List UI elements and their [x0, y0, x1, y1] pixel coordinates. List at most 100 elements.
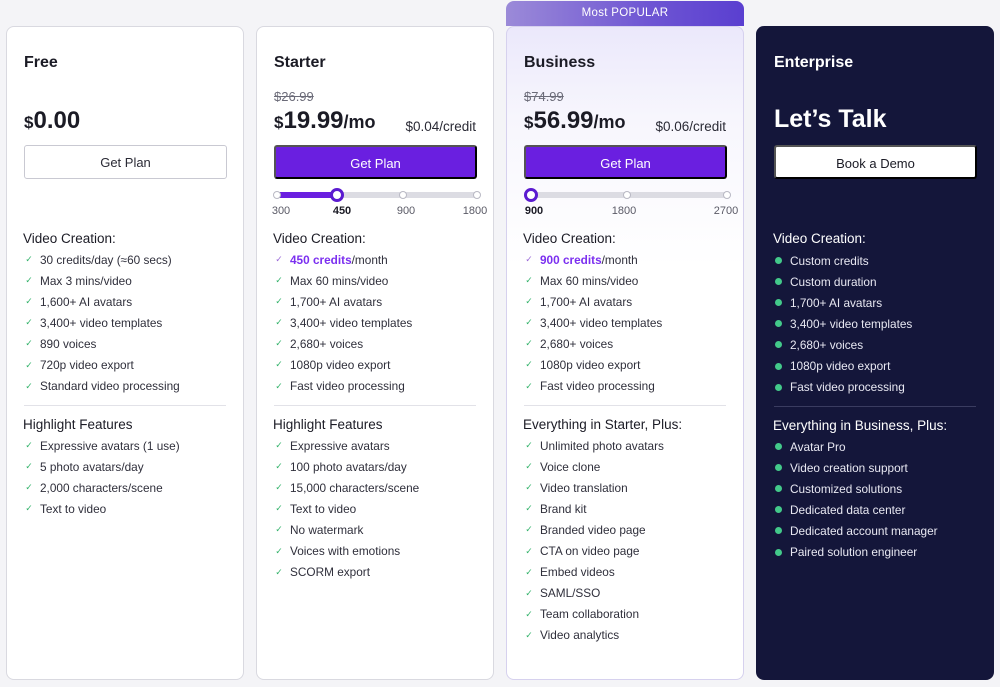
section-title: Highlight Features — [273, 417, 383, 432]
list-item: ✓ 1080p video export — [524, 354, 662, 375]
list-item: ✓ 1080p video export — [274, 354, 412, 375]
plan-price: $19.99/mo — [274, 107, 376, 135]
slider-thumb[interactable] — [330, 188, 344, 202]
old-price: $26.99 — [274, 89, 314, 104]
list-item-label: Expressive avatars (1 use) — [40, 438, 180, 453]
list-item: ✓ 2,680+ voices — [524, 333, 662, 354]
list-item-label: Video creation support — [790, 460, 908, 475]
list-item-label: Team collaboration — [540, 607, 640, 622]
check-icon: ✓ — [525, 440, 533, 451]
list-item-label: Unlimited photo avatars — [540, 438, 664, 453]
list-item: ✓ Brand kit — [524, 498, 664, 519]
price-currency: $ — [524, 113, 534, 132]
price-amount: 56.99 — [533, 107, 594, 134]
credits-suffix: /month — [351, 252, 388, 267]
list-item-label: 100 photo avatars/day — [290, 459, 407, 474]
check-icon: ✓ — [525, 296, 533, 307]
slider-stop[interactable] — [399, 191, 407, 199]
check-icon: ✓ — [275, 545, 283, 556]
check-icon: ✓ — [275, 275, 283, 286]
list-item: ✓ SCORM export — [274, 562, 419, 583]
slider-stop[interactable] — [473, 191, 481, 199]
section-title: Everything in Business, Plus: — [773, 418, 948, 433]
check-icon: ✓ — [525, 380, 533, 391]
list-item-label: Customized solutions — [790, 481, 903, 496]
list-item: ✓ 900 credits/month — [524, 249, 638, 270]
list-item-label: No watermark — [290, 522, 364, 537]
list-item: Paired solution engineer — [774, 541, 938, 562]
check-icon: ✓ — [275, 566, 283, 577]
list-item-label: Fast video processing — [290, 379, 405, 394]
plan-price: $0.00 — [24, 107, 80, 135]
list-item: ✓ Max 60 mins/video — [274, 270, 412, 291]
list-item-label: 30 credits/day (≈60 secs) — [40, 252, 172, 267]
list-item-label: Branded video page — [540, 522, 646, 537]
divider — [24, 405, 226, 406]
divider — [274, 405, 476, 406]
check-icon: ✓ — [25, 482, 33, 493]
list-item: ✓ 3,400+ video templates — [24, 312, 180, 333]
list-item-label: Max 60 mins/video — [290, 273, 389, 288]
check-icon: ✓ — [25, 359, 33, 370]
list-item-label: 3,400+ video templates — [290, 315, 413, 330]
credits-slider[interactable] — [273, 188, 481, 202]
list-item-label: Paired solution engineer — [790, 545, 918, 560]
list-item: ✓ 30 credits/day (≈60 secs) — [24, 249, 180, 270]
list-item-label: 5 photo avatars/day — [40, 459, 144, 474]
bullet-dot-icon — [775, 443, 782, 451]
list-item: ✓ Expressive avatars — [274, 435, 419, 456]
list-item-label: 3,400+ video templates — [790, 316, 913, 331]
slider-thumb[interactable] — [524, 188, 538, 202]
bullet-dot-icon — [775, 362, 782, 370]
slider-stop[interactable] — [273, 191, 281, 199]
book-demo-button[interactable]: Book a Demo — [774, 145, 977, 179]
list-item-label: Custom credits — [790, 253, 869, 268]
slider-stop[interactable] — [623, 191, 631, 199]
price-period: /mo — [593, 112, 626, 132]
get-plan-button[interactable]: Get Plan — [24, 145, 227, 179]
slider-fill — [277, 192, 337, 198]
list-item: ✓ Voices with emotions — [274, 540, 419, 561]
feature-list: ✓ Max 60 mins/video ✓ 1,700+ AI avatars ✓ 3,4… — [524, 270, 662, 397]
list-item: ✓ 890 voices — [24, 333, 180, 354]
check-icon: ✓ — [275, 461, 283, 472]
list-item: ✓ Unlimited photo avatars — [524, 435, 664, 456]
list-item-label: 1080p video export — [540, 357, 641, 372]
get-plan-button[interactable]: Get Plan — [524, 145, 727, 179]
list-item-label: 1,700+ AI avatars — [290, 294, 383, 309]
list-item: Video creation support — [774, 457, 938, 478]
check-icon: ✓ — [275, 503, 283, 514]
price-currency: $ — [274, 113, 284, 132]
list-item: ✓ 2,000 characters/scene — [24, 477, 180, 498]
price-period: /mo — [343, 112, 376, 132]
list-item: Dedicated account manager — [774, 520, 938, 541]
check-icon: ✓ — [525, 482, 533, 493]
credits-slider[interactable] — [524, 188, 731, 202]
bullet-dot-icon — [775, 341, 782, 349]
bullet-dot-icon — [775, 299, 782, 307]
list-item-label: 1,700+ AI avatars — [790, 295, 883, 310]
price-per-credit: $0.06/credit — [655, 119, 726, 134]
check-icon: ✓ — [525, 524, 533, 535]
list-item-label: 890 voices — [40, 336, 97, 351]
slider-tick-label-selected: 450 — [332, 205, 352, 217]
list-item: ✓ CTA on video page — [524, 540, 664, 561]
check-icon: ✓ — [525, 545, 533, 556]
slider-stop[interactable] — [723, 191, 731, 199]
enterprise-headline: Let’s Talk — [774, 105, 887, 133]
list-item-label: Expressive avatars — [290, 438, 390, 453]
list-item: ✓ 1,700+ AI avatars — [524, 291, 662, 312]
list-item-label: Embed videos — [540, 565, 615, 580]
get-plan-button[interactable]: Get Plan — [274, 145, 477, 179]
list-item-label: Video translation — [540, 480, 628, 495]
bullet-dot-icon — [775, 506, 782, 514]
list-item: ✓ Video translation — [524, 477, 664, 498]
list-item-label: Fast video processing — [790, 380, 905, 395]
check-icon: ✓ — [275, 380, 283, 391]
list-item: ✓ Fast video processing — [524, 375, 662, 396]
feature-list: ✓ Max 60 mins/video ✓ 1,700+ AI avatars ✓ 3,4… — [274, 270, 412, 397]
plan-name: Free — [24, 54, 58, 71]
price-amount: 0.00 — [33, 107, 81, 134]
plan-name: Business — [524, 54, 596, 71]
slider-tick-label: 1800 — [611, 205, 637, 217]
